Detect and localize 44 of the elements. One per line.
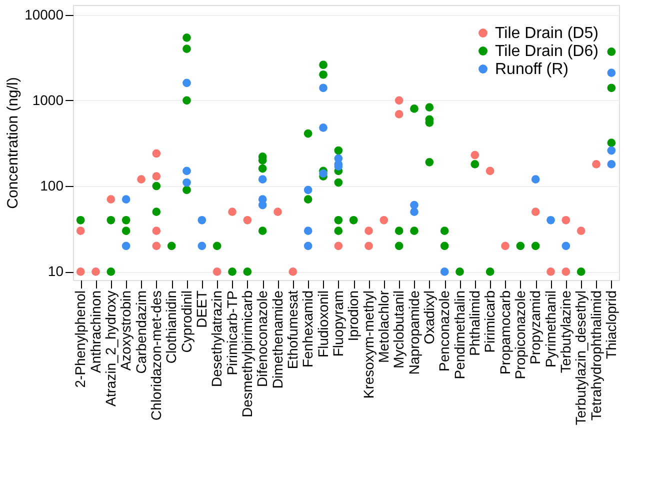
x-tick-label: Anthrachinon: [87, 290, 104, 374]
x-tick-label: Fenhexamid: [300, 290, 316, 368]
x-tick-label: Penconazole: [436, 290, 452, 372]
x-tick-label: Phthalimid: [466, 290, 482, 356]
y-tick-label: 10: [48, 263, 64, 280]
x-tick-label: Desethylatrazin: [208, 290, 225, 387]
x-tick-label: Thiacloprid: [602, 290, 619, 359]
x-tick-label: Kresoxym-methyl: [360, 290, 376, 399]
y-tick-label: 1000: [32, 92, 64, 108]
x-tick-label: Napropamide: [406, 290, 422, 375]
x-tick-label: Iprodion: [345, 290, 362, 342]
x-tick-label: Propyzamid: [527, 290, 544, 364]
x-tick-label: Clothianidin: [163, 290, 180, 364]
x-tick-label: DEET: [193, 290, 210, 328]
legend-label: Tile Drain (D5): [495, 25, 598, 42]
x-tick-label: Pirimicarb: [482, 290, 498, 353]
legend-label: Runoff (R): [495, 61, 569, 78]
x-tick-label: Propamocarb: [496, 290, 513, 375]
x-tick-label: Terbutylazin_desethyl: [572, 290, 589, 426]
x-tick-label: Difenoconazole: [254, 290, 270, 388]
legend-label: Tile Drain (D6): [495, 43, 598, 60]
x-tick-label: Chloridazon-met-des: [148, 290, 164, 420]
x-tick-label: Cyprodinil: [178, 290, 194, 353]
x-tick-label: Atrazin_2_hydroxy: [102, 290, 118, 406]
x-tick-label: Pirimicarb-TP: [224, 290, 240, 376]
x-tick-label: 2-Phenylphenol: [72, 290, 88, 388]
x-tick-label: Fludioxonil: [314, 290, 331, 358]
x-tick-label: Oxadixyl: [420, 290, 437, 344]
x-tick-label: Fluopyram: [330, 290, 346, 357]
x-tick-label: Propiconazole: [512, 290, 528, 380]
x-tick-label: Desmethylpirimicarb: [238, 290, 255, 418]
x-tick-label: Terbutylazine: [557, 290, 574, 373]
y-tick-label: 10000: [24, 6, 64, 22]
x-tick-label: Metolachlor: [375, 290, 392, 363]
x-tick-label: Azoxystrobin: [118, 290, 134, 371]
x-tick-label: Ethofumesat: [284, 290, 300, 370]
y-axis-title: Concentration (ng/l): [4, 77, 22, 209]
x-tick-label: Carbendazim: [132, 290, 149, 374]
x-tick-label: Dimethenamide: [269, 290, 286, 389]
y-tick-label: 100: [40, 178, 64, 194]
x-tick-label: Myclobutanil: [390, 290, 407, 368]
x-tick-label: Tetrahydrophthalimid: [588, 290, 604, 420]
x-tick-label: Pyrimethanil: [542, 290, 558, 368]
x-tick-label: Pendimethalin: [451, 290, 468, 380]
